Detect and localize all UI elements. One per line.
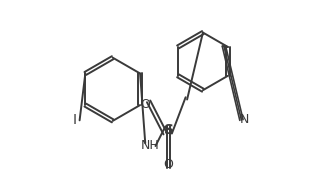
Text: NH: NH (141, 139, 159, 152)
Text: S: S (164, 123, 174, 137)
Text: O: O (164, 158, 173, 171)
Text: O: O (140, 98, 150, 111)
Text: N: N (240, 113, 249, 126)
Text: I: I (73, 113, 77, 127)
